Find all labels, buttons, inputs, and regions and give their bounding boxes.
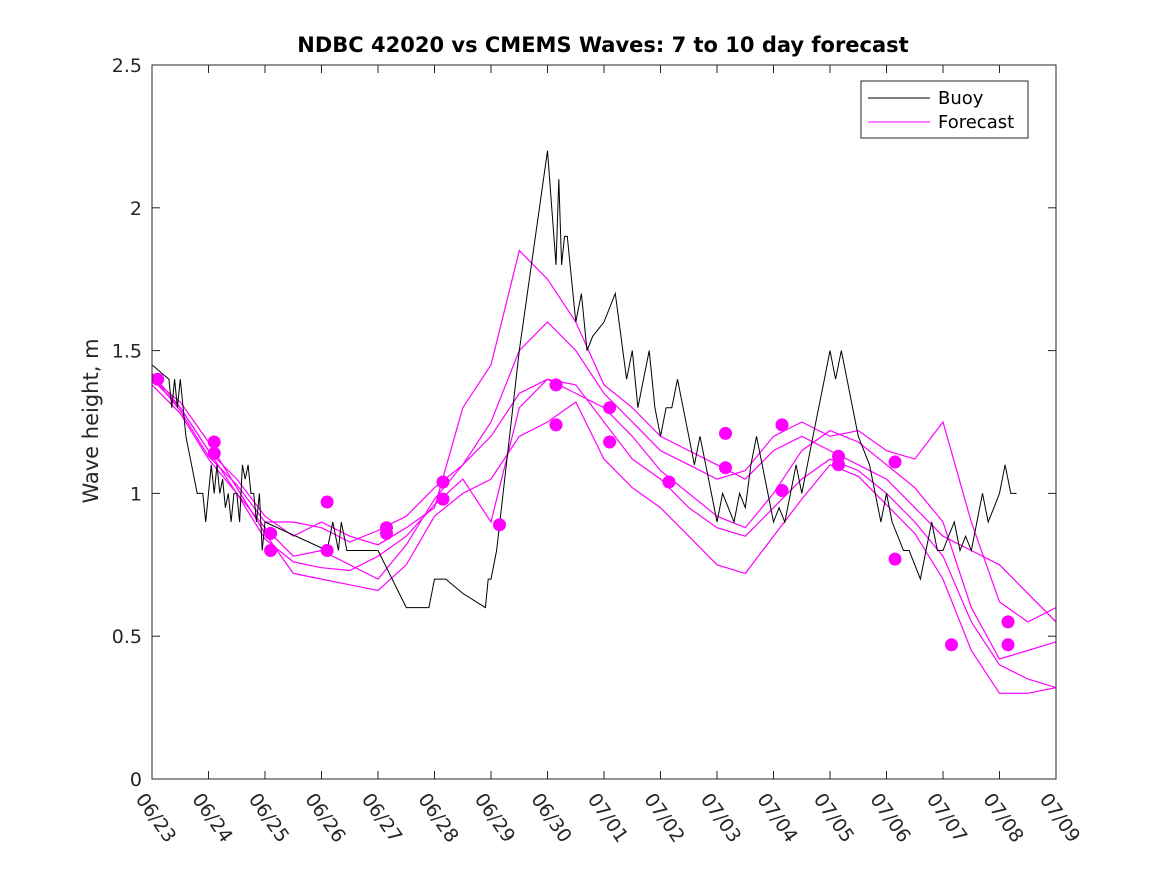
forecast-series-line-2 xyxy=(152,378,1056,689)
x-tick-label: 07/02 xyxy=(639,789,688,846)
forecast-series-line-1 xyxy=(152,249,1056,623)
y-tick-label: 1.5 xyxy=(112,341,142,363)
forecast-marker xyxy=(320,495,334,509)
buoy-series-line xyxy=(152,150,1017,609)
forecast-marker xyxy=(888,455,902,469)
x-tick-label: 06/27 xyxy=(357,789,406,846)
y-tick-label: 2 xyxy=(130,198,142,220)
x-tick-label: 07/08 xyxy=(978,789,1027,846)
x-tick-label: 06/23 xyxy=(131,789,180,846)
legend: Buoy Forecast xyxy=(860,80,1029,139)
forecast-marker xyxy=(719,426,732,440)
y-tick-label: 2.5 xyxy=(112,55,142,77)
forecast-marker xyxy=(493,518,506,532)
forecast-marker xyxy=(1001,638,1015,652)
forecast-marker xyxy=(207,435,221,449)
forecast-marker xyxy=(662,475,676,489)
y-tick-label: 1 xyxy=(130,483,142,505)
forecast-marker xyxy=(832,458,845,472)
axis-ticks: 00.511.522.506/23 06/24 06/25 06/26 06/27 06/… xyxy=(112,55,1085,847)
x-tick-label: 07/05 xyxy=(809,789,858,846)
forecast-marker xyxy=(603,435,617,449)
x-tick-label: 06/30 xyxy=(526,789,575,846)
x-tick-label: 07/04 xyxy=(752,789,801,846)
x-tick-label: 06/28 xyxy=(413,789,462,846)
forecast-marker xyxy=(945,638,958,652)
x-tick-label: 06/26 xyxy=(300,789,349,846)
forecast-series-line-3 xyxy=(152,378,1056,694)
forecast-series-line-5 xyxy=(152,321,1056,623)
forecast-marker xyxy=(380,526,393,540)
x-tick-label: 06/25 xyxy=(244,789,293,846)
x-tick-label: 07/09 xyxy=(1035,789,1084,846)
x-tick-label: 07/03 xyxy=(696,789,745,846)
forecast-marker xyxy=(719,461,732,475)
forecast-marker xyxy=(775,418,789,432)
plot-area xyxy=(152,150,1056,694)
forecast-marker xyxy=(888,552,902,566)
y-axis-label: Wave height, m xyxy=(79,338,103,503)
x-tick-label: 07/06 xyxy=(865,789,914,846)
forecast-marker xyxy=(320,544,334,557)
x-tick-label: 06/29 xyxy=(470,789,519,846)
legend-box xyxy=(860,80,1029,139)
chart-title: NDBC 42020 vs CMEMS Waves: 7 to 10 day f… xyxy=(297,33,908,57)
forecast-marker xyxy=(207,446,221,460)
forecast-marker xyxy=(152,372,165,386)
legend-label-forecast: Forecast xyxy=(938,112,1014,133)
forecast-marker xyxy=(436,475,450,489)
x-tick-label: 07/07 xyxy=(922,789,971,846)
y-tick-label: 0.5 xyxy=(112,626,142,648)
forecast-marker xyxy=(1001,615,1015,629)
forecast-marker xyxy=(549,378,563,392)
forecast-marker xyxy=(603,401,617,415)
x-tick-label: 06/24 xyxy=(187,789,236,846)
forecast-marker xyxy=(264,544,278,557)
forecast-series-line-4 xyxy=(152,373,1056,660)
forecast-marker xyxy=(436,492,450,506)
y-tick-label: 0 xyxy=(130,769,142,791)
forecast-marker xyxy=(775,484,789,497)
forecast-marker xyxy=(264,526,278,540)
x-tick-label: 07/01 xyxy=(583,789,632,846)
forecast-marker xyxy=(549,418,563,432)
legend-label-buoy: Buoy xyxy=(938,88,984,109)
